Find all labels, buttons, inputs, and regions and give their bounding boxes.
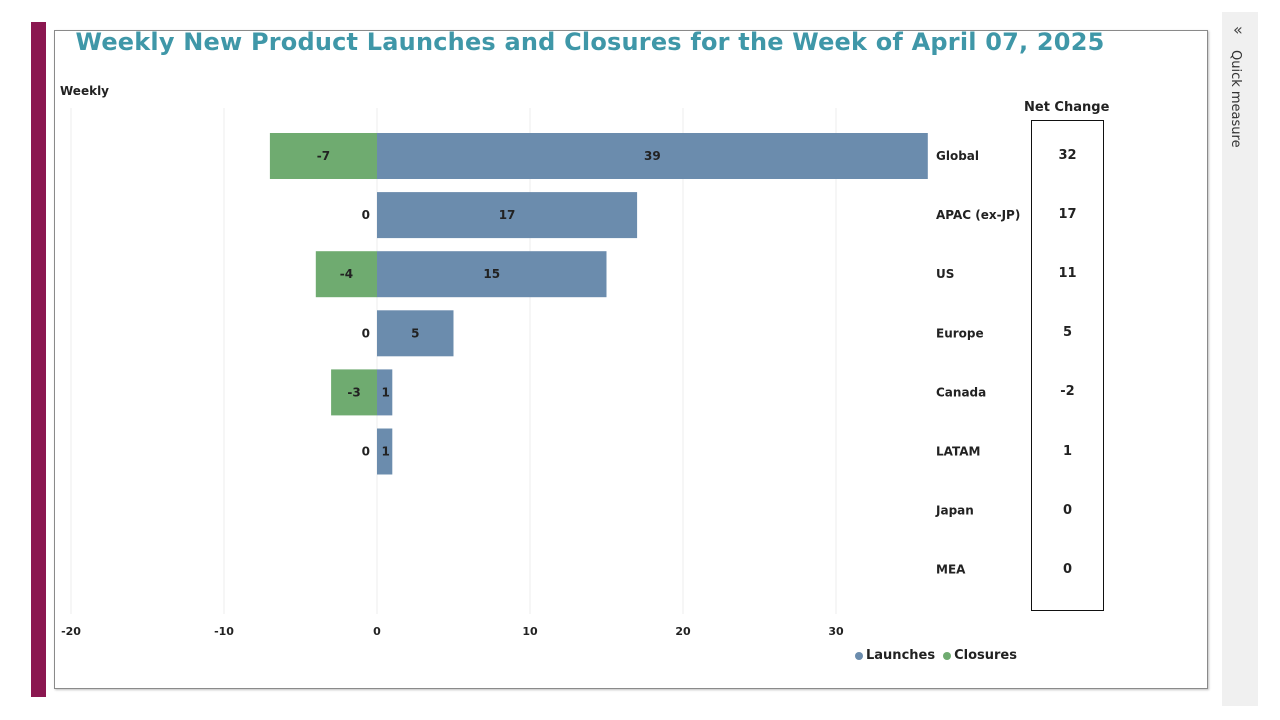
legend-dot-launches: [855, 651, 863, 660]
launches-bar: [377, 192, 638, 239]
x-tick-label: 0: [373, 625, 381, 638]
launches-data-label: 5: [411, 326, 419, 340]
closures-data-label: 0: [362, 445, 370, 459]
launches-data-label: 15: [483, 267, 500, 281]
closures-data-label: 0: [362, 208, 370, 222]
visual-label: Weekly: [60, 84, 110, 98]
net-change-value: 0: [1062, 561, 1073, 577]
category-label: LATAM: [936, 445, 980, 459]
x-tick-label: -10: [214, 625, 234, 638]
legend-label-closures: Closures: [954, 648, 1017, 663]
page-accent-bar: [31, 22, 46, 697]
bars: [269, 133, 928, 475]
closures-bar: [269, 133, 377, 179]
net-change-box: [1031, 120, 1104, 611]
x-tick-label: 10: [522, 625, 538, 638]
net-change-value: 5: [1062, 325, 1073, 341]
category-label: Canada: [936, 385, 986, 399]
launches-data-label: 1: [381, 445, 389, 459]
closures-data-label: -3: [347, 385, 360, 399]
x-tick-label: 30: [828, 625, 844, 638]
net-change-value: 32: [1058, 148, 1077, 163]
launches-data-label: 17: [499, 208, 516, 222]
x-tick-label: -20: [61, 625, 81, 638]
legend-item-launches[interactable]: Launches: [855, 648, 935, 663]
legend-dot-closures: [943, 651, 952, 660]
chart-title: Weekly New Product Launches and Closures…: [75, 28, 1105, 56]
category-labels: Global APAC (ex-JP) US Europe Canada LATAM Jap…: [935, 149, 1020, 577]
launches-bar: [377, 251, 607, 298]
category-label: US: [936, 267, 954, 281]
launches-bar: [377, 369, 393, 416]
launches-data-label: 39: [644, 149, 661, 163]
launches-bar: [377, 133, 928, 179]
category-label: APAC (ex-JP): [936, 208, 1020, 222]
legend-item-closures[interactable]: Closures: [943, 648, 1017, 663]
net-change-header: Net Change: [1024, 100, 1110, 115]
quick-measure-pane[interactable]: [1222, 12, 1258, 706]
quick-measure-label[interactable]: Quick measure: [1228, 50, 1243, 148]
net-change-value: 0: [1062, 502, 1073, 518]
x-axis: -20 -10 0 10 20 30: [61, 625, 844, 638]
gridlines: [70, 108, 837, 614]
chart-visual-card[interactable]: [54, 30, 1208, 689]
x-tick-label: 20: [675, 625, 691, 638]
collapse-icon[interactable]: «: [1233, 20, 1243, 39]
net-change-value: 1: [1062, 443, 1073, 459]
legend-label-launches: Launches: [866, 648, 936, 663]
closures-data-label: -7: [317, 149, 330, 163]
chart-legend: Launches Closures: [855, 648, 1021, 663]
category-label: MEA: [936, 563, 966, 577]
net-change-value: -2: [1060, 384, 1075, 400]
category-label: Japan: [935, 504, 974, 518]
category-label: Global: [936, 149, 979, 163]
net-change-value: 11: [1058, 266, 1077, 282]
net-change-value: 17: [1058, 207, 1077, 223]
launches-bar: [377, 310, 454, 357]
category-label: Europe: [936, 326, 984, 340]
launches-data-label: 1: [381, 385, 389, 399]
launches-bar: [377, 428, 393, 475]
closures-data-label: 0: [362, 326, 370, 340]
closures-bar: [331, 369, 377, 416]
data-labels: -7 390 17-4 150 5-3 10 1: [317, 149, 661, 459]
closures-bar: [315, 251, 377, 298]
closures-data-label: -4: [340, 267, 353, 281]
